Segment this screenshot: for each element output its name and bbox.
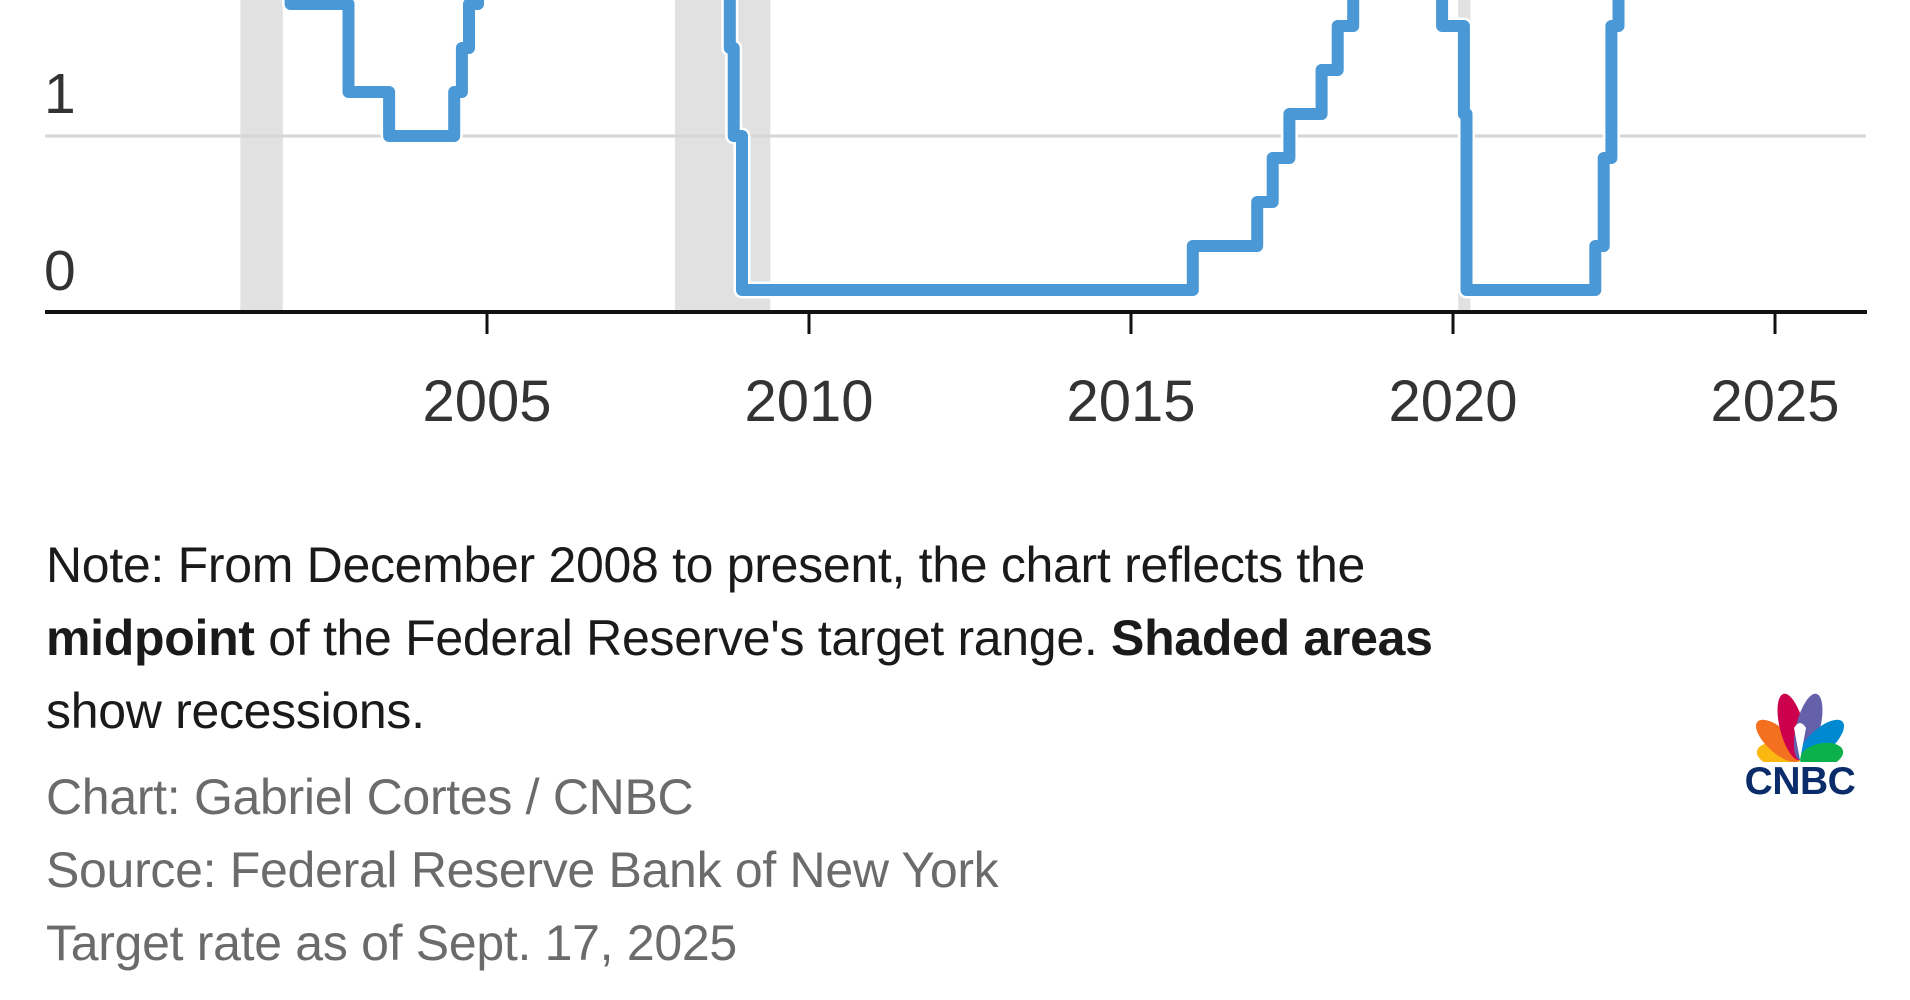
note-line-3: show recessions.: [46, 683, 425, 739]
y-tick-label-0: 0: [44, 239, 76, 303]
x-tick-label-2005: 2005: [422, 369, 551, 434]
cnbc-logo: CNBC: [1730, 688, 1870, 802]
note-line-2: midpoint of the Federal Reserve's target…: [46, 602, 1746, 675]
recession-band: [240, 0, 283, 312]
credit-source: Source: Federal Reserve Bank of New York: [46, 842, 999, 898]
y-tick-label-1: 1: [44, 62, 76, 126]
x-tick-label-2010: 2010: [744, 369, 873, 434]
credit-as-of-date: Target rate as of Sept. 17, 2025: [46, 915, 737, 971]
chart-credits: Chart: Gabriel Cortes / CNBC Source: Fed…: [46, 761, 999, 980]
x-axis-ticks: [485, 312, 1777, 334]
x-tick-label-2025: 2025: [1710, 369, 1839, 434]
peacock-icon: [1755, 693, 1845, 768]
chart-note: Note: From December 2008 to present, the…: [46, 529, 1746, 748]
note-midpoint-bold: midpoint: [46, 610, 255, 666]
peacock-feather: [1799, 742, 1844, 768]
x-tick-label-2020: 2020: [1388, 369, 1517, 434]
note-shaded-areas-bold: Shaded areas: [1111, 610, 1433, 666]
credit-chart-author: Chart: Gabriel Cortes / CNBC: [46, 769, 694, 825]
x-tick-label-2015: 2015: [1066, 369, 1195, 434]
cnbc-logo-text: CNBC: [1744, 760, 1856, 803]
note-line-1: Note: From December 2008 to present, the…: [46, 537, 1366, 593]
peacock-body: [1794, 723, 1806, 760]
rate-chart: 1 0 2005 2010 2015 2020 2025: [44, 0, 1867, 434]
rate-line: [284, 0, 1625, 296]
note-line-2-text: of the Federal Reserve's target range.: [254, 610, 1112, 666]
